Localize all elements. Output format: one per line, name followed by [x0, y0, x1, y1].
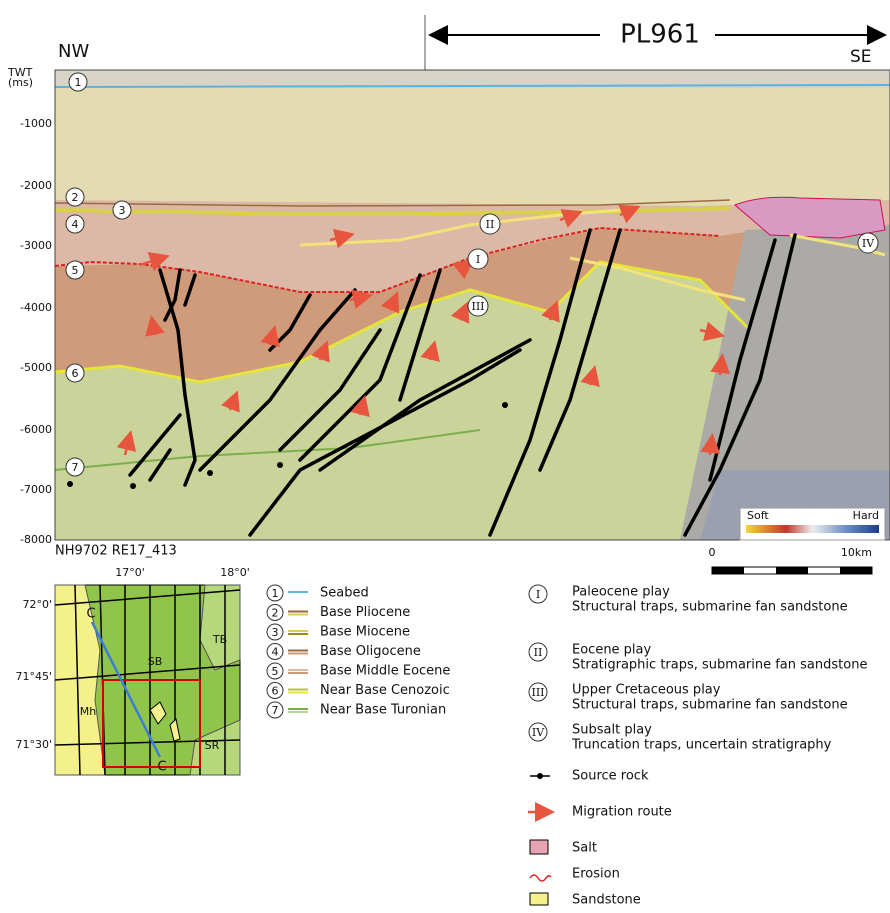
license-label: PL961 — [620, 20, 700, 50]
horizon-number: 4 — [72, 218, 79, 231]
horizon-number: 3 — [119, 204, 126, 217]
map-area: SR — [205, 739, 220, 752]
legend-numeral: III — [531, 686, 544, 699]
legend-label: Base Pliocene — [320, 605, 410, 620]
y-tick-label: -2000 — [20, 179, 52, 192]
direction-left: NW — [58, 41, 89, 62]
y-tick-label: -5000 — [20, 361, 52, 374]
play-title: Paleocene play — [572, 585, 670, 600]
play-subtitle: Structural traps, submarine fan sandston… — [572, 698, 848, 713]
symbol-label: Erosion — [572, 867, 620, 882]
play-numeral: II — [486, 218, 495, 231]
symbol-label: Migration route — [572, 805, 672, 820]
legend-number: 2 — [272, 607, 279, 620]
legend-number: 7 — [272, 704, 279, 717]
map-area: Mh — [80, 705, 96, 718]
play-title: Subsalt play — [572, 723, 652, 738]
play-subtitle: Structural traps, submarine fan sandston… — [572, 600, 848, 615]
legend-label: Base Miocene — [320, 625, 410, 640]
legend-number: 3 — [272, 626, 279, 639]
y-tick-label: -8000 — [20, 533, 52, 546]
map-lon: 17°0' — [115, 566, 145, 579]
legend-numeral: II — [534, 646, 543, 659]
play-numeral: III — [471, 300, 484, 313]
play-subtitle: Truncation traps, uncertain stratigraphy — [571, 738, 832, 753]
map-area: TB — [212, 633, 227, 646]
scale-end: 10km — [841, 546, 872, 559]
map-lon: 18°0' — [220, 566, 250, 579]
profile-end: C — [157, 760, 166, 775]
y-tick-label: -4000 — [20, 301, 52, 314]
legend-label: Near Base Cenozoic — [320, 683, 450, 698]
symbol-label: Sandstone — [572, 893, 641, 908]
play-subtitle: Stratigraphic traps, submarine fan sands… — [572, 658, 867, 673]
horizon-number: 7 — [72, 461, 79, 474]
horizon-number: 2 — [72, 191, 79, 204]
horizon-number: 1 — [75, 76, 82, 89]
horizon-swatches — [288, 592, 308, 712]
scale-start: 0 — [709, 546, 716, 559]
figure: PL961NWSETWT(ms)-1000-2000-3000-4000-500… — [0, 0, 890, 909]
legend-number: 1 — [272, 587, 279, 600]
scale-bar — [712, 567, 872, 574]
y-tick-label: -3000 — [20, 239, 52, 252]
line-name: NH9702 RE17_413 — [55, 544, 177, 559]
play-title: Upper Cretaceous play — [572, 683, 721, 698]
legend-numeral: IV — [532, 726, 545, 739]
play-numeral: I — [476, 253, 480, 266]
legend-label: Seabed — [320, 586, 369, 601]
map-lat: 71°30' — [15, 738, 52, 751]
axis-title: (ms) — [8, 76, 33, 89]
legend-label: Base Middle Eocene — [320, 664, 450, 679]
map-area: SB — [148, 655, 163, 668]
legend-number: 4 — [272, 646, 279, 659]
colorbar-low: Soft — [747, 509, 769, 522]
horizon-number: 5 — [72, 264, 79, 277]
symbol-label: Salt — [572, 841, 597, 856]
play-numeral: IV — [862, 237, 875, 250]
legend-label: Near Base Turonian — [320, 703, 446, 718]
symbol-label: Source rock — [572, 769, 649, 784]
profile-end: C — [86, 607, 95, 622]
horizon-number: 6 — [72, 367, 79, 380]
y-tick-label: -1000 — [20, 117, 52, 130]
legend-number: 6 — [272, 685, 279, 698]
colorbar-high: Hard — [853, 509, 879, 522]
y-tick-label: -6000 — [20, 423, 52, 436]
legend-number: 5 — [272, 665, 279, 678]
play-title: Eocene play — [572, 643, 652, 658]
map-lat: 71°45' — [15, 670, 52, 683]
direction-right: SE — [850, 47, 872, 67]
legend-numeral: I — [536, 588, 540, 601]
symbol-legend-icons — [528, 773, 551, 905]
map-lat: 72°0' — [22, 598, 52, 611]
legend-label: Base Oligocene — [320, 644, 421, 659]
y-tick-label: -7000 — [20, 483, 52, 496]
